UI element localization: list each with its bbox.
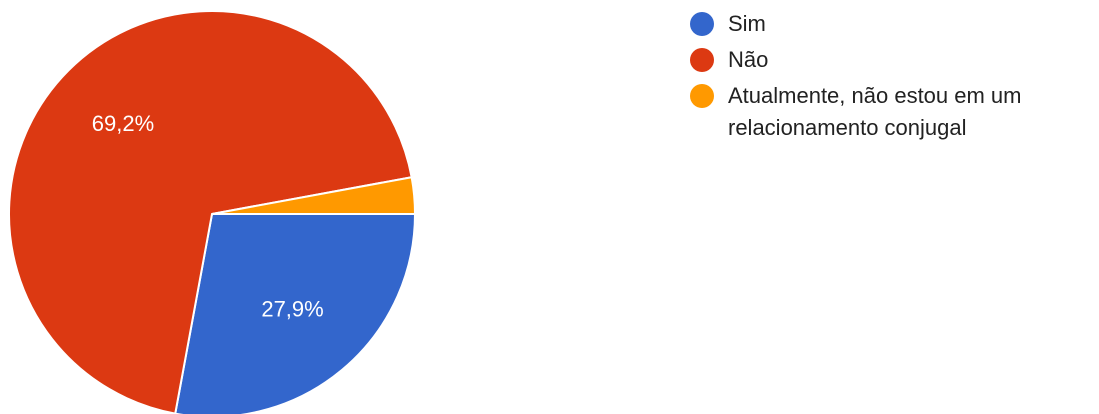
legend-label-atualmente-line1: Atualmente, não estou em um — [728, 83, 1022, 108]
pie-slice-label-0: 27,9% — [261, 297, 323, 322]
legend-swatch-sim — [690, 12, 714, 36]
legend: Sim Não Atualmente, não estou em um rela… — [690, 8, 1090, 148]
pie-slice-0[interactable] — [174, 213, 416, 414]
legend-label-nao: Não — [728, 47, 769, 72]
legend-item-sim[interactable]: Sim — [690, 8, 1090, 40]
pie-slice-label-1: 69,2% — [92, 111, 154, 136]
legend-label-atualmente-line2: relacionamento conjugal — [728, 115, 967, 140]
pie-slice-2[interactable] — [211, 176, 416, 215]
pie-slice-labels: 27,9% 69,2% — [92, 111, 324, 322]
legend-item-atualmente[interactable]: Atualmente, não estou em um relacionamen… — [690, 80, 1090, 144]
legend-swatch-atualmente — [690, 84, 714, 108]
legend-swatch-nao — [690, 48, 714, 72]
pie-slices — [8, 10, 416, 414]
legend-label-sim: Sim — [728, 11, 766, 36]
legend-item-nao[interactable]: Não — [690, 44, 1090, 76]
pie-slice-1[interactable] — [8, 10, 413, 414]
